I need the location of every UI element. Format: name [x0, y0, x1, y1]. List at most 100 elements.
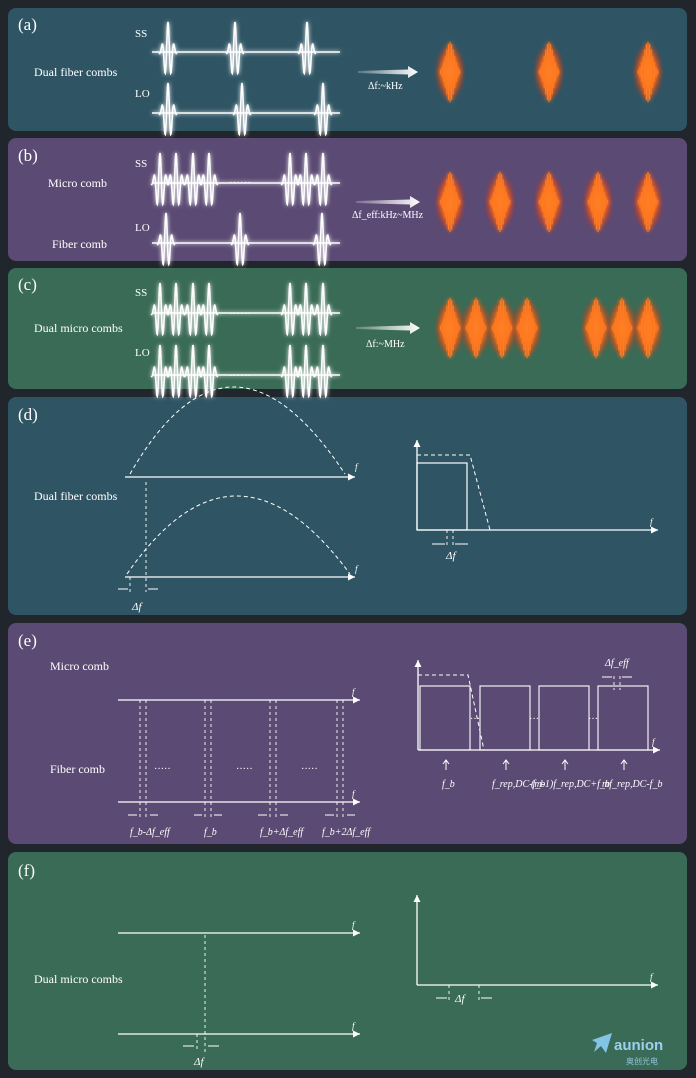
panel-c-tag: (c) [18, 275, 37, 294]
panel-a-bg [8, 8, 687, 131]
panel-c-lo-train-pulse-3 [199, 344, 219, 399]
panel-b-ss: SS [135, 158, 147, 170]
panel-a-lo-train-pulse-0 [158, 82, 178, 137]
panel-b-interferogram-burst-2 [538, 172, 560, 232]
panel-f-axis-top-head [353, 929, 360, 937]
panel-e-axis-bottom-head [353, 798, 360, 806]
panel-e-right-label-3: mf_rep,DC-f_b [602, 779, 662, 790]
panel-b-ss-train-pulse-2 [183, 152, 203, 207]
panel-a-interferogram-burst-0 [439, 42, 461, 102]
panel-e-axis-top-head [353, 696, 360, 704]
panel-f-delta-label: Δf [193, 1056, 205, 1068]
panel-f-label: Dual micro combs [34, 972, 123, 986]
panel-c-lo-train-pulse-6 [313, 344, 333, 399]
panel-d-right-xaxis-head [651, 526, 658, 534]
panel-b-interferogram-burst-3 [587, 172, 609, 232]
panel-f-axis-bottom-head [353, 1030, 360, 1038]
panel-e-dots-1: ····· [154, 764, 171, 775]
panel-a-lo: LO [135, 88, 150, 100]
panel-d-right-yaxis-head [413, 440, 421, 447]
panel-b-ss-train-pulse-3 [199, 152, 219, 207]
panel-e-dots-2: ····· [236, 764, 253, 775]
panel-b-tag: (b) [18, 146, 38, 165]
panel-d-rf-box [416, 462, 468, 531]
panel-e-rf-delta-label: Δf_eff [604, 658, 630, 669]
panel-d-delta-label: Δf [131, 601, 143, 613]
panel-b-ss-train-pulse-6 [313, 152, 333, 207]
panel-a-interferogram-burst-2 [637, 42, 659, 102]
panel-c-dots-top: …… [229, 305, 251, 317]
panel-a-ss-train [152, 21, 340, 76]
panel-c-lo: LO [135, 347, 150, 359]
panel-e-axis-label-bottom: f [352, 789, 356, 799]
panel-f-tag: (f) [18, 861, 35, 880]
panel-d-envelope-top [129, 386, 346, 475]
panel-e-axis-label-top: f [352, 687, 356, 697]
panel-c-lo-train-pulse-0 [150, 344, 170, 399]
panel-e-label-top: Micro comb [50, 659, 109, 673]
panel-a-ss-train-pulse-1 [225, 21, 245, 76]
panel-a-lo-train [152, 82, 340, 137]
panel-e-bottom-label-1: f_b [204, 827, 217, 838]
spectra [118, 386, 660, 1052]
panel-b-lo-train-pulse-0 [156, 212, 176, 267]
panel-e-bottom-label-3: f_b+2Δf_eff [322, 827, 371, 838]
panel-e-bottom-label-0: f_b-Δf_eff [130, 827, 171, 838]
arrows [356, 66, 420, 334]
panel-c-arrow [356, 322, 420, 334]
panel-b-ss-train-pulse-1 [166, 152, 186, 207]
panel-c-ss-train-pulse-3 [199, 282, 219, 337]
panel-c-lo-train-pulse-5 [296, 344, 316, 399]
panel-b-label-top: Micro comb [48, 176, 107, 190]
watermark-sub: 奥创光电 [626, 1056, 658, 1066]
panel-c-arrow-label: Δf:~MHz [366, 339, 405, 350]
panel-e-bg [8, 623, 687, 844]
panel-c-interferogram-burst-4 [585, 298, 607, 358]
panel-e-rf-box-3 [597, 685, 649, 751]
annotations: f f Δf f Δf f f ····· ····· ····· f_b-Δf_eff f_b f_b… [130, 462, 662, 1068]
panel-f-rf-delta-label: Δf [454, 993, 466, 1005]
panel-c-dots-bottom: …… [229, 367, 251, 379]
panel-b-interferogram [434, 172, 664, 232]
panel-d-axis-bottom-head [348, 573, 355, 581]
panel-e-right-arrow-0 [442, 759, 450, 770]
panel-e-right-arrow-2 [561, 759, 569, 770]
panel-e-right-axis-label: f [652, 737, 656, 747]
panel-a-label: Dual fiber combs [34, 65, 118, 79]
panel-b-dots: …… [229, 174, 251, 186]
panel-c-ss-train-pulse-5 [296, 282, 316, 337]
panel-c-interferogram [434, 298, 664, 358]
panel-d-right-axis-label: f [650, 517, 654, 527]
panel-c-interferogram-burst-6 [637, 298, 659, 358]
panel-a-interferogram [434, 42, 664, 102]
panel-e-right-label-1: f_rep,DC-f_b [492, 779, 545, 790]
panel-e-bottom-label-2: f_b+Δf_eff [260, 827, 304, 838]
panel-a-interferogram-burst-1 [538, 42, 560, 102]
panel-f-right-yaxis-head [413, 895, 421, 902]
panel-e-label-bottom: Fiber comb [50, 762, 105, 776]
panel-e-tag: (e) [18, 631, 37, 650]
panel-c-lo-train-pulse-4 [280, 344, 300, 399]
panel-c-lo-train-pulse-1 [166, 344, 186, 399]
panel-c-label: Dual micro combs [34, 321, 123, 335]
panel-b-ss-train-pulse-5 [296, 152, 316, 207]
panel-f-axis-label-bottom: f [352, 1021, 356, 1031]
panel-a-tag: (a) [18, 15, 37, 34]
panel-d-axis-label-top: f [355, 462, 359, 472]
panel-c-interferogram-burst-2 [491, 298, 513, 358]
panel-c-ss-train [150, 282, 340, 337]
panel-b-lo: LO [135, 222, 150, 234]
panel-e-right-yaxis-head [414, 660, 422, 667]
panel-f-bg [8, 852, 687, 1070]
panel-b-ss-train-pulse-0 [150, 152, 170, 207]
panel-e-right-arrow-1 [502, 759, 510, 770]
panel-b-interferogram-burst-4 [637, 172, 659, 232]
panel-b-lo-train-pulse-2 [312, 212, 332, 267]
panel-d-envelope-bottom [126, 495, 351, 575]
panel-d-filter [417, 454, 491, 531]
panel-a-lo-train-pulse-1 [232, 82, 252, 137]
panel-b-lo-train [152, 212, 340, 267]
panel-e-rf-box-2 [538, 685, 590, 751]
panel-c-lo-train [150, 344, 340, 399]
